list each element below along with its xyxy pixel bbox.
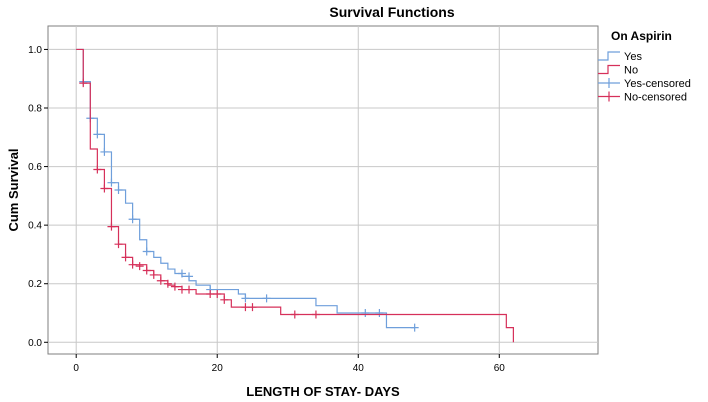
censored-mark-yes bbox=[177, 269, 186, 278]
censored-mark-no bbox=[241, 303, 250, 312]
censored-mark-yes bbox=[375, 309, 384, 317]
censored-mark-yes bbox=[262, 294, 271, 303]
y-tick-label: 1.0 bbox=[28, 45, 42, 56]
y-tick-label: 0.4 bbox=[28, 221, 42, 232]
y-axis-ticks: 0.0 0.2 0.4 0.6 0.8 1.0 bbox=[28, 45, 48, 349]
censored-mark-no bbox=[135, 262, 144, 271]
censored-mark-no bbox=[311, 310, 320, 319]
censored-mark-yes bbox=[100, 147, 109, 156]
censored-mark-yes bbox=[142, 247, 151, 256]
censored-mark-yes bbox=[185, 272, 194, 281]
censored-mark-no bbox=[149, 270, 158, 279]
censored-mark-no bbox=[220, 295, 229, 304]
legend-label: No-censored bbox=[624, 92, 687, 104]
censored-mark-no bbox=[114, 240, 123, 249]
y-tick-label: 0.8 bbox=[28, 104, 42, 115]
plot-area bbox=[47, 25, 599, 355]
censored-mark-no bbox=[142, 266, 151, 275]
y-tick-label: 0.6 bbox=[28, 162, 42, 173]
censored-mark-yes bbox=[410, 323, 419, 332]
legend-title: On Aspirin bbox=[611, 29, 672, 43]
censored-mark-no bbox=[128, 260, 137, 269]
legend-swatch bbox=[598, 51, 620, 61]
censored-mark-no bbox=[100, 184, 109, 193]
censored-mark-no bbox=[156, 276, 165, 285]
censored-mark-no bbox=[206, 289, 215, 298]
censored-mark-no bbox=[79, 79, 88, 88]
legend-swatch bbox=[598, 64, 620, 75]
x-tick-label: 60 bbox=[494, 363, 506, 374]
censored-mark-no bbox=[185, 285, 194, 294]
x-tick-label: 40 bbox=[353, 363, 365, 374]
legend-label: Yes bbox=[624, 51, 642, 63]
censored-mark-yes bbox=[361, 309, 370, 317]
censored-mark-no bbox=[213, 289, 222, 298]
y-tick-label: 0.2 bbox=[28, 279, 42, 290]
censored-mark-yes bbox=[93, 130, 102, 139]
censored-mark-yes bbox=[128, 215, 137, 224]
series-no bbox=[76, 48, 514, 343]
censored-mark-no bbox=[107, 222, 116, 231]
censored-mark-no bbox=[248, 303, 257, 312]
x-axis-ticks: 0 20 40 60 bbox=[73, 354, 505, 374]
censored-mark-yes bbox=[107, 178, 116, 187]
censored-mark-yes bbox=[241, 294, 250, 303]
censored-mark-no bbox=[290, 310, 299, 319]
legend-label: No bbox=[624, 65, 638, 77]
chart-title: Survival Functions bbox=[329, 4, 454, 20]
censored-mark-no bbox=[177, 285, 186, 294]
legend-swatch bbox=[598, 91, 620, 102]
x-tick-label: 0 bbox=[73, 363, 79, 374]
censored-mark-no bbox=[121, 253, 130, 262]
censored-mark-yes bbox=[114, 186, 123, 194]
legend-swatch bbox=[598, 78, 620, 88]
y-axis-title: Cum Survival bbox=[6, 148, 21, 231]
legend-label: Yes-censored bbox=[624, 78, 691, 90]
censored-mark-no bbox=[170, 282, 179, 291]
x-axis-title: LENGTH OF STAY- DAYS bbox=[246, 384, 400, 399]
y-tick-label: 0.0 bbox=[28, 338, 42, 349]
censored-mark-no bbox=[93, 165, 102, 174]
x-tick-label: 20 bbox=[212, 363, 224, 374]
censored-mark-no bbox=[163, 279, 172, 288]
